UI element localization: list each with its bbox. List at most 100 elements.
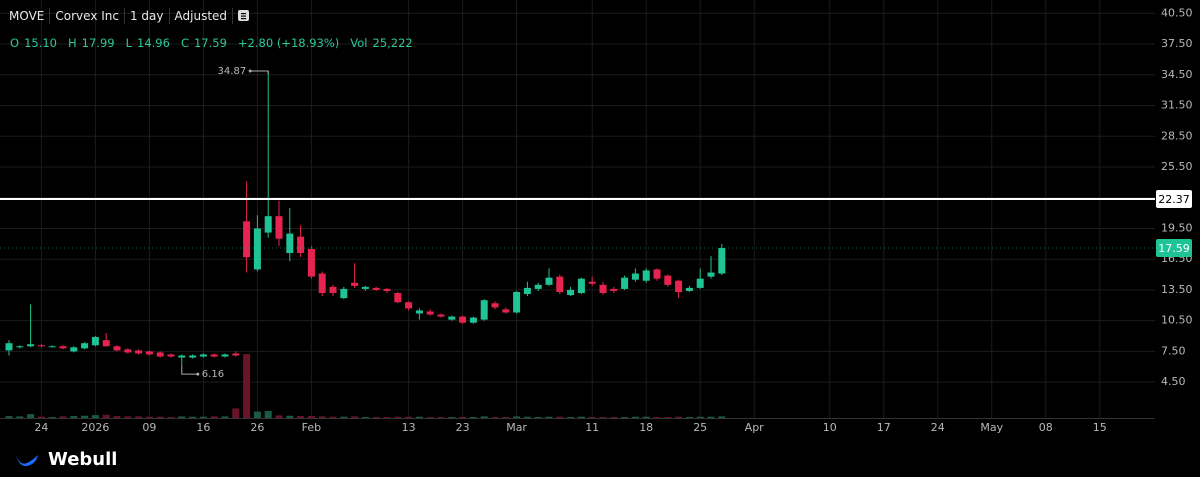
candle-body bbox=[91, 337, 99, 346]
volume-bar bbox=[16, 416, 24, 418]
volume-bar bbox=[545, 416, 553, 418]
volume-bar bbox=[631, 416, 639, 418]
interval[interactable]: 1 day bbox=[125, 8, 170, 24]
volume-bar bbox=[534, 417, 542, 418]
volume-bar bbox=[253, 411, 261, 418]
volume-bar bbox=[5, 416, 13, 418]
x-tick-label: May bbox=[980, 421, 1003, 434]
ticker[interactable]: MOVE bbox=[4, 8, 51, 24]
volume-bar bbox=[178, 416, 186, 418]
x-tick-label: Mar bbox=[506, 421, 527, 434]
low-label: 6.16 bbox=[202, 369, 224, 380]
volume-bar bbox=[91, 415, 99, 418]
candle-body bbox=[523, 287, 531, 295]
volume-bar bbox=[81, 415, 89, 418]
label: O bbox=[10, 36, 20, 50]
candle-body bbox=[415, 310, 423, 314]
candle-body bbox=[189, 355, 197, 358]
candle-body bbox=[5, 343, 13, 351]
candle-body bbox=[307, 248, 315, 277]
volume-bar bbox=[448, 417, 456, 418]
volume-bar bbox=[264, 410, 272, 418]
volume-bar bbox=[696, 416, 704, 418]
value: 17.99 bbox=[81, 36, 115, 50]
candle-body bbox=[27, 344, 35, 347]
x-tick-label: 15 bbox=[1093, 421, 1107, 434]
volume-bar bbox=[707, 416, 715, 418]
price-line-label: 22.37 bbox=[1158, 193, 1190, 206]
candle-body bbox=[469, 317, 477, 323]
x-tick-label: 2026 bbox=[81, 421, 109, 434]
value: 25,222 bbox=[372, 36, 413, 50]
volume-bar bbox=[307, 416, 315, 418]
volume-bar bbox=[577, 416, 585, 418]
y-tick-label: 7.50 bbox=[1161, 344, 1186, 357]
volume-bar bbox=[232, 408, 240, 418]
candle-body bbox=[340, 288, 348, 299]
candle-body bbox=[426, 311, 434, 315]
volume-bar bbox=[610, 417, 618, 418]
candle-body bbox=[70, 347, 78, 352]
settings-icon[interactable] bbox=[233, 8, 254, 24]
volume-bar bbox=[297, 416, 305, 418]
candle-body bbox=[577, 278, 585, 294]
volume-bar bbox=[48, 417, 56, 418]
y-tick-label: 31.50 bbox=[1161, 99, 1193, 112]
volume-bar bbox=[642, 416, 650, 418]
candle-body bbox=[286, 233, 294, 254]
candle-body bbox=[394, 293, 402, 303]
candle-body bbox=[156, 352, 164, 357]
volume-bar bbox=[621, 417, 629, 418]
y-tick-label: 40.50 bbox=[1161, 6, 1193, 19]
candle-body bbox=[361, 286, 369, 289]
volume-bar bbox=[469, 417, 477, 418]
annotation-dot bbox=[196, 372, 200, 376]
candle-body bbox=[502, 309, 510, 313]
volume-bar bbox=[340, 416, 348, 418]
volume-bar bbox=[37, 416, 45, 418]
label: C bbox=[180, 36, 189, 50]
y-tick-label: 34.50 bbox=[1161, 68, 1193, 81]
x-tick-label: 09 bbox=[142, 421, 156, 434]
annotation-line bbox=[181, 365, 198, 375]
adjustment[interactable]: Adjusted bbox=[170, 8, 234, 24]
candle-body bbox=[383, 288, 391, 291]
brand-name: Webull bbox=[48, 449, 118, 470]
volume-bar bbox=[221, 416, 229, 418]
volume-bar bbox=[502, 417, 510, 418]
candle-body bbox=[491, 303, 499, 308]
candle-body bbox=[210, 354, 218, 357]
candle-body bbox=[556, 276, 564, 292]
volume-bar bbox=[653, 417, 661, 418]
candle-body bbox=[37, 345, 45, 347]
volume-bar bbox=[286, 415, 294, 418]
x-tick-label: 11 bbox=[585, 421, 599, 434]
candle-body bbox=[588, 281, 596, 284]
brand: Webull bbox=[14, 449, 117, 470]
candle-body bbox=[437, 314, 445, 317]
volume-bar bbox=[59, 416, 67, 418]
candle-body bbox=[534, 284, 542, 289]
volume-bar bbox=[394, 416, 402, 418]
value: 17.59 bbox=[193, 36, 227, 50]
volume-bar bbox=[243, 354, 251, 418]
candle-body bbox=[221, 354, 229, 357]
change: +2.80 (+18.93%) bbox=[237, 36, 340, 50]
volume-bar bbox=[491, 417, 499, 418]
candle-body bbox=[718, 248, 726, 274]
candle-body bbox=[351, 282, 359, 286]
candle-body bbox=[199, 354, 207, 357]
candle-body bbox=[599, 284, 607, 294]
label: L bbox=[125, 36, 133, 50]
y-tick-label: 28.50 bbox=[1161, 129, 1193, 142]
volume-bar bbox=[199, 416, 207, 418]
last-price-tag bbox=[1156, 239, 1192, 258]
candle-body bbox=[318, 273, 326, 294]
candle-body bbox=[145, 351, 153, 355]
candle-body bbox=[642, 270, 650, 281]
volume-bar bbox=[275, 415, 283, 418]
company: Corvex Inc bbox=[50, 8, 125, 24]
x-tick-label: Feb bbox=[302, 421, 321, 434]
